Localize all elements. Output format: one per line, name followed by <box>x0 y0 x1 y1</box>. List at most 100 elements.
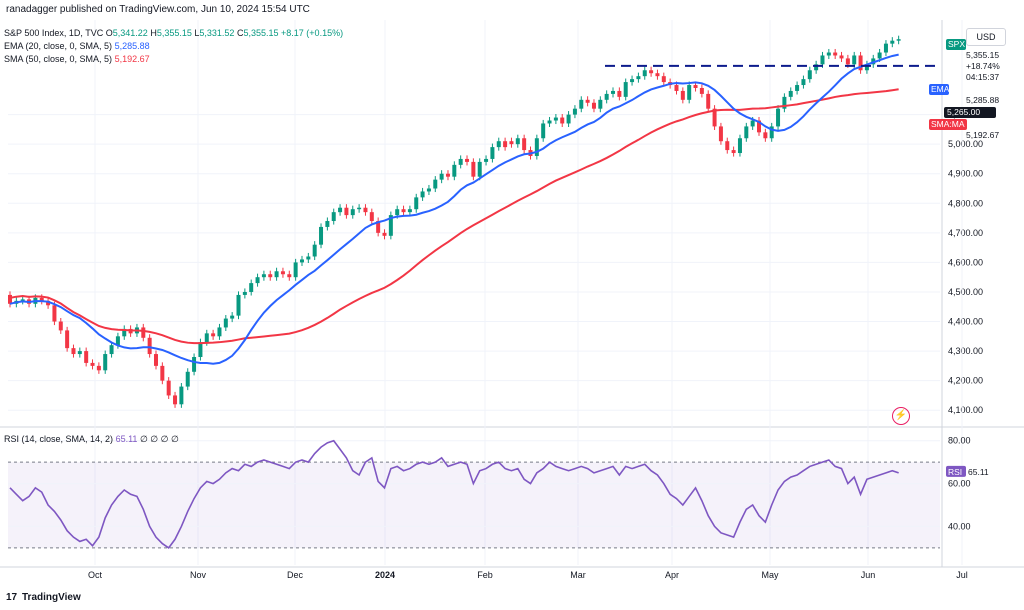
candle-body <box>319 226 324 245</box>
candle-body <box>166 380 171 396</box>
axis-label: SPX <box>948 39 965 49</box>
candle-body <box>312 244 317 257</box>
legend-sma-row: SMA (50, close, 0, SMA, 5) 5,192.67 <box>4 54 150 64</box>
candle-body <box>357 207 362 210</box>
candle-body <box>572 108 577 115</box>
candle-body <box>230 315 235 319</box>
price-tick-label: 4,100.00 <box>948 405 983 415</box>
candle-body <box>445 173 450 177</box>
candle-body <box>65 330 70 349</box>
axis-label: +18.74% <box>966 61 1000 71</box>
candle-body <box>655 73 660 77</box>
candle-body <box>458 158 463 165</box>
candle-body <box>71 348 76 355</box>
candle-body <box>814 64 819 71</box>
candle-body <box>115 336 120 346</box>
candle-body <box>350 209 355 216</box>
time-tick-label: Mar <box>570 570 586 580</box>
candle-body <box>477 161 482 177</box>
candle-body <box>280 271 285 275</box>
candle-body <box>46 300 51 306</box>
axis-label: 5,192.67 <box>966 130 999 140</box>
rsi-tick-label: 80.00 <box>948 436 971 446</box>
candle-body <box>198 342 203 358</box>
axis-label: 04:15:37 <box>966 72 999 82</box>
candle-body <box>192 357 197 372</box>
candle-body <box>731 150 736 154</box>
candle-body <box>58 321 63 331</box>
price-tick-label: 4,200.00 <box>948 376 983 386</box>
axis-label-bg <box>929 84 949 95</box>
ema-line <box>9 53 899 365</box>
candle-body <box>598 99 603 109</box>
candle-body <box>452 164 457 177</box>
candle-body <box>122 328 127 337</box>
rsi-axis-label: RSI <box>948 467 962 477</box>
candle-body <box>617 90 622 97</box>
candle-body <box>268 274 273 278</box>
lightning-icon[interactable]: ⚡ <box>892 407 910 425</box>
candle-body <box>801 79 806 86</box>
time-tick-label: May <box>761 570 779 580</box>
candle-body <box>369 212 374 222</box>
axis-label: 5,355.15 <box>966 50 999 60</box>
candle-body <box>503 141 508 148</box>
rsi-axis-label-bg <box>946 465 966 477</box>
candle-body <box>287 274 292 278</box>
price-tick-label: 4,700.00 <box>948 228 983 238</box>
axis-label: 5,265.00 <box>947 107 980 117</box>
candle-body <box>547 120 552 124</box>
candle-body <box>420 191 425 198</box>
candle-body <box>173 395 178 405</box>
legend-symbol-row: S&P 500 Index, 1D, TVC O5,341.22 H5,355.… <box>4 28 344 38</box>
candle-body <box>179 386 184 405</box>
candle-body <box>52 305 57 322</box>
candle-body <box>687 85 692 100</box>
candle-body <box>223 318 228 328</box>
candle-body <box>750 120 755 127</box>
candle-body <box>776 108 781 127</box>
candle-body <box>509 141 514 145</box>
candle-body <box>388 215 393 236</box>
candle-body <box>160 365 165 381</box>
legend-high: 5,355.15 <box>156 28 192 38</box>
candle-body <box>236 294 241 316</box>
time-tick-label: Apr <box>665 570 679 580</box>
candle-body <box>465 158 470 162</box>
rsi-axis-value: 65.11 <box>968 467 989 477</box>
legend-ema-value: 5,285.88 <box>114 41 150 51</box>
legend-rsi-row: RSI (14, close, SMA, 14, 2) 65.11 ∅ ∅ ∅ … <box>4 434 179 444</box>
legend-symbol: S&P 500 Index, 1D, TVC <box>4 28 104 38</box>
candle-body <box>471 161 476 177</box>
price-tick-label: 4,800.00 <box>948 198 983 208</box>
currency-button[interactable]: USD <box>966 28 1006 46</box>
candle-body <box>414 197 419 210</box>
candle-body <box>591 102 596 109</box>
candle-body <box>820 55 825 65</box>
time-tick-label: Nov <box>190 570 207 580</box>
candle-body <box>693 85 698 88</box>
rsi-tick-label: 60.00 <box>948 479 971 489</box>
time-tick-label: Jul <box>956 570 968 580</box>
candle-body <box>839 55 844 59</box>
candle-body <box>553 117 558 121</box>
candle-body <box>623 82 628 97</box>
legend-open: 5,341.22 <box>112 28 148 38</box>
candle-body <box>261 274 266 278</box>
candle-body <box>439 173 444 180</box>
candle-body <box>109 345 114 355</box>
legend-low: 5,331.52 <box>199 28 235 38</box>
rsi-line <box>9 439 899 549</box>
candle-body <box>795 85 800 91</box>
candle-body <box>699 87 704 94</box>
candle-body <box>680 90 685 100</box>
candle-body <box>833 52 838 56</box>
axis-label-bg <box>944 107 996 118</box>
rsi-band <box>8 462 940 548</box>
candle-body <box>630 79 635 83</box>
candle-body <box>845 58 850 65</box>
axis-label-bg <box>946 39 966 50</box>
candle-body <box>661 76 666 83</box>
candle-body <box>757 120 762 133</box>
